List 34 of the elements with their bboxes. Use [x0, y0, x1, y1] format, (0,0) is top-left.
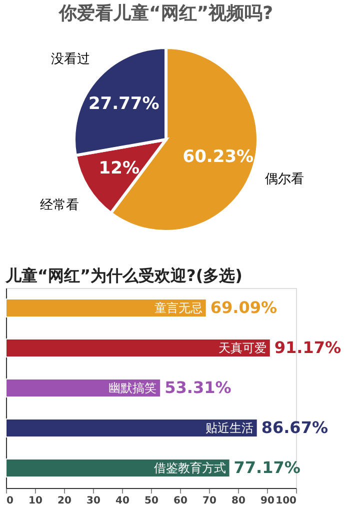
- bar: [6, 418, 258, 438]
- bar: [6, 378, 162, 398]
- x-tick-label: 30: [86, 496, 100, 506]
- slice-label: 没看过: [50, 52, 90, 68]
- data-label: 60.23%: [182, 146, 254, 167]
- data-label: 12%: [98, 158, 140, 178]
- category-label: 借鉴教育方式: [154, 461, 226, 475]
- bar: [6, 298, 207, 318]
- category-label: 童言无忌: [154, 301, 202, 315]
- data-label: 77.17%: [234, 458, 300, 477]
- x-tick-label: 40: [116, 496, 130, 506]
- chart-title: 你爱看儿童“网红”视频吗?: [58, 3, 274, 24]
- data-label: 86.67%: [261, 418, 328, 437]
- bar: [6, 458, 230, 478]
- data-label: 53.31%: [164, 378, 232, 397]
- category-label: 天真可爱: [218, 341, 266, 355]
- x-tick-label: 10: [28, 496, 42, 506]
- category-label: 幽默搞笑: [108, 381, 157, 395]
- x-tick-label: 90: [260, 496, 274, 506]
- slice-label: 偶尔看: [265, 172, 304, 187]
- x-tick-label: 100: [276, 496, 297, 506]
- x-tick-label: 50: [144, 496, 158, 506]
- data-label: 27.77%: [88, 94, 160, 114]
- x-tick-label: 0: [6, 496, 14, 506]
- x-tick-label: 70: [202, 496, 216, 506]
- bar: [6, 338, 271, 358]
- slice-label: 经常看: [40, 198, 79, 213]
- chart-title: 儿童“网红”为什么受欢迎?(多选): [4, 266, 242, 285]
- x-tick-label: 80: [232, 496, 246, 506]
- data-label: 91.17%: [274, 338, 342, 357]
- category-label: 贴近生活: [205, 421, 254, 435]
- data-label: 69.09%: [210, 298, 277, 317]
- x-tick-label: 20: [58, 496, 72, 506]
- x-tick-label: 60: [174, 496, 188, 506]
